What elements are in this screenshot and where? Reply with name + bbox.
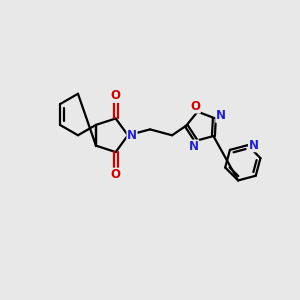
Text: O: O <box>190 100 200 113</box>
Text: N: N <box>189 140 199 153</box>
Text: O: O <box>111 168 121 181</box>
Text: N: N <box>216 109 226 122</box>
Text: N: N <box>127 129 137 142</box>
Text: N: N <box>248 139 259 152</box>
Text: O: O <box>111 89 121 102</box>
